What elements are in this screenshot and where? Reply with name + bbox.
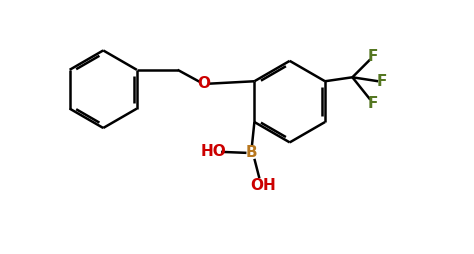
Text: OH: OH (250, 178, 276, 193)
Text: F: F (368, 49, 378, 64)
Text: B: B (246, 145, 258, 160)
Text: HO: HO (200, 144, 226, 159)
Text: F: F (377, 74, 387, 89)
Text: F: F (368, 96, 378, 111)
Text: O: O (197, 76, 210, 91)
